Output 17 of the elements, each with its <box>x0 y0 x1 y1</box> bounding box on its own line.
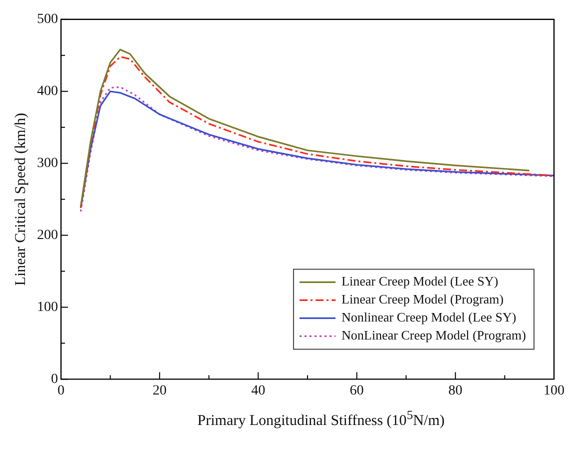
y-tick-label: 300 <box>37 156 58 171</box>
x-tick-label: 100 <box>544 383 564 398</box>
y-tick-label: 0 <box>51 372 58 387</box>
y-tick-label: 400 <box>37 84 58 100</box>
y-tick-label: 100 <box>37 300 58 315</box>
legend-label: Nonlinear Creep Model (Lee SY) <box>342 310 516 325</box>
legend-label: Linear Creep Model (Lee SY) <box>342 274 498 289</box>
x-tick-label: 80 <box>448 383 462 398</box>
y-axis-title: Linear Critical Speed (km/h) <box>12 112 29 286</box>
x-tick-label: 20 <box>152 383 167 398</box>
y-tick-label: 500 <box>37 12 58 28</box>
legend-label: NonLinear Creep Model (Program) <box>342 328 526 343</box>
x-tick-label: 60 <box>350 383 364 398</box>
x-tick-label: 40 <box>251 383 266 398</box>
y-tick-label: 200 <box>37 228 58 243</box>
legend-label: Linear Creep Model (Program) <box>342 292 504 307</box>
x-axis-title: Primary Longitudinal Stiffness (10$^{5}$N/m) <box>196 408 446 430</box>
